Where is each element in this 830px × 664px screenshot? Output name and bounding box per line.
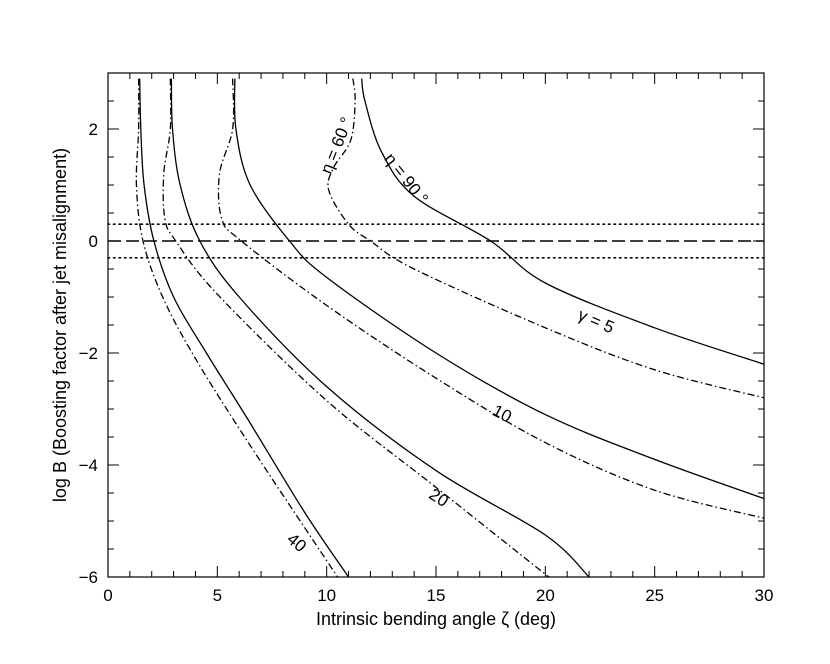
x-ticks: 0 5 10 15 20 25 30 bbox=[103, 73, 773, 605]
x-tick-label: 15 bbox=[427, 586, 446, 605]
curves bbox=[135, 78, 764, 577]
x-tick-label: 20 bbox=[536, 586, 555, 605]
x-tick-label: 0 bbox=[103, 586, 112, 605]
curve-3-solid bbox=[233, 78, 764, 500]
x-tick-label: 25 bbox=[645, 586, 664, 605]
curve-1-solid bbox=[361, 78, 764, 365]
curve-annotation: η = 90 ° bbox=[380, 150, 431, 208]
curve-7-solid bbox=[139, 78, 350, 577]
x-tick-label: 5 bbox=[213, 586, 222, 605]
curve-annotation: 40 bbox=[283, 529, 310, 556]
y-ticks: −6 −4 −2 0 2 bbox=[79, 72, 764, 587]
curve-annotation: 10 bbox=[489, 401, 514, 427]
y-tick-label: −6 bbox=[79, 568, 98, 587]
x-tick-label: 10 bbox=[317, 586, 336, 605]
x-tick-label: 30 bbox=[755, 586, 774, 605]
curve-4-dashdot bbox=[217, 78, 764, 519]
curve-2-dashdot bbox=[327, 78, 764, 399]
y-tick-label: −4 bbox=[79, 456, 98, 475]
reference-lines bbox=[107, 223, 765, 259]
y-tick-label: 0 bbox=[89, 232, 98, 251]
y-tick-label: 2 bbox=[89, 120, 98, 139]
curve-5-solid bbox=[170, 78, 590, 577]
x-axis-label: Intrinsic bending angle ζ (deg) bbox=[316, 609, 556, 629]
curve-annotation: 20 bbox=[426, 485, 452, 511]
curve-annotation: η = 60 ° bbox=[317, 114, 357, 176]
y-tick-label: −2 bbox=[79, 344, 98, 363]
annotations: η = 60 ° η = 90 ° γ = 5 10 20 40 bbox=[283, 114, 617, 556]
y-axis-label: log B (Boosting factor after jet misalig… bbox=[50, 148, 70, 502]
curve-annotation: γ = 5 bbox=[575, 305, 617, 337]
curve-6-dashdot bbox=[162, 78, 551, 577]
curve-8-dashdot bbox=[135, 78, 339, 577]
